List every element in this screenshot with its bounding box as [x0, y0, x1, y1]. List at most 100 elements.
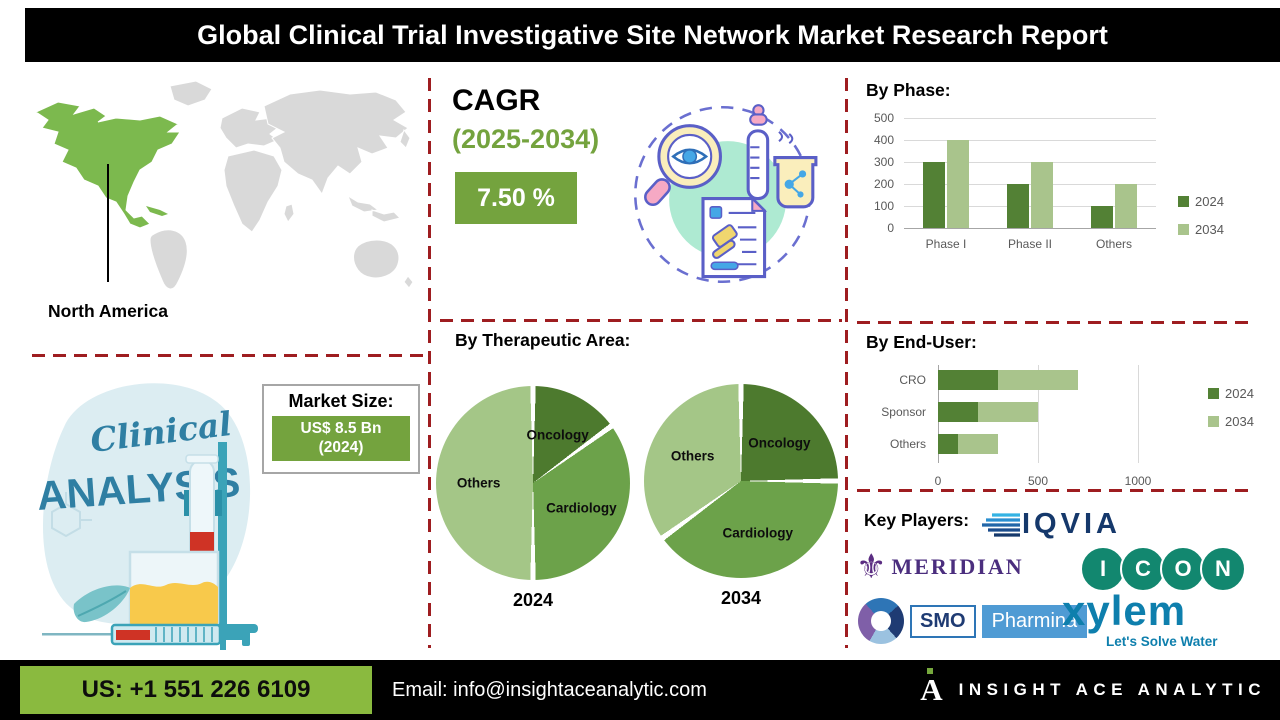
- caribbean-shape: [146, 206, 168, 216]
- legend-label: 2024: [1195, 194, 1224, 209]
- brand-name: INSIGHT ACE ANALYTIC: [958, 680, 1266, 699]
- hbar-Others-2024: [938, 434, 958, 454]
- market-size-amount: US$ 8.5 Bn: [300, 420, 382, 437]
- fleur-de-lis-icon: ⚜: [856, 548, 887, 586]
- region-pointer-line: [107, 164, 109, 282]
- x-cat-label: Phase I: [925, 237, 967, 251]
- phone-box: US: +1 551 226 6109: [20, 666, 372, 714]
- legend-entry-2034: 2034: [1208, 414, 1254, 429]
- market-size-value: US$ 8.5 Bn (2024): [272, 416, 410, 461]
- hbar-CRO-2024: [938, 370, 998, 390]
- hbar-Others-2034: [958, 434, 998, 454]
- divider-middle-column: [440, 319, 842, 322]
- email-text: Email: info@insightaceanalytic.com: [392, 678, 707, 701]
- pie-2024: [436, 386, 630, 580]
- icon-circle: C: [1120, 546, 1166, 592]
- divider-right-bottom: [857, 489, 1249, 492]
- footer-bar: US: +1 551 226 6109 Email: info@insighta…: [0, 660, 1280, 720]
- cagr-value-box: 7.50 %: [455, 172, 577, 224]
- divider-right-top: [857, 321, 1249, 324]
- logo-dot: [927, 668, 934, 674]
- y-tick-label: 300: [873, 155, 894, 169]
- pie-slice-label: Cardiology: [546, 500, 617, 516]
- pie-slice-label: Cardiology: [722, 525, 794, 541]
- therapeutic-pie: Oncology Cardiology Others 2034: [644, 384, 838, 616]
- smo-text: SMO: [910, 604, 976, 638]
- gridline: [904, 184, 1156, 185]
- pie-2034: [644, 384, 838, 578]
- meridian-logo: ⚜ MERIDIAN: [856, 550, 1024, 584]
- document-gavel-icon: [701, 196, 768, 279]
- bar-Phase I-2034: [947, 140, 969, 228]
- iqvia-stripes-icon: [982, 512, 1020, 537]
- icon-circle: I: [1080, 546, 1126, 592]
- molecule-doodle: [51, 492, 92, 538]
- bar-Phase II-2034: [1031, 162, 1053, 228]
- x-cat-label: Others: [1095, 237, 1132, 251]
- legend-swatch: [1178, 224, 1189, 235]
- y-cat-label: CRO: [899, 373, 926, 387]
- y-tick-label: 200: [873, 177, 894, 191]
- hbar-Sponsor-2034: [978, 402, 1038, 422]
- cagr-heading: CAGR: [452, 84, 541, 117]
- sea-islands-shape: [346, 128, 411, 223]
- test-tube-icon: [746, 104, 770, 201]
- beaker-icon: [773, 131, 818, 209]
- bar-Phase II-2024: [1007, 184, 1029, 228]
- gridline: [904, 228, 1156, 229]
- legend-swatch: [1208, 416, 1219, 427]
- y-tick-label: 100: [873, 199, 894, 213]
- legend-entry-2024: 2024: [1208, 386, 1254, 401]
- cagr-value: 7.50 %: [477, 183, 555, 212]
- logo-letter: A: [920, 672, 943, 707]
- legend-label: 2024: [1225, 386, 1254, 401]
- gridline: [1038, 365, 1039, 463]
- y-cat-label: Others: [889, 437, 926, 451]
- gridline: [904, 118, 1156, 119]
- y-tick-label: 0: [887, 221, 894, 235]
- greenland-shape: [169, 80, 213, 107]
- legend-entry-2034: 2034: [1178, 222, 1224, 237]
- xylem-logo: xylem Let's Solve Water: [1062, 587, 1218, 650]
- market-size-box: Market Size: US$ 8.5 Bn (2024): [262, 384, 420, 474]
- gridline: [1138, 365, 1139, 463]
- market-size-label: Market Size:: [288, 391, 394, 411]
- legend-swatch: [1178, 196, 1189, 207]
- australia-shape: [353, 239, 414, 289]
- x-tick-label: 0: [934, 474, 942, 488]
- pie-year-label: 2024: [512, 590, 554, 610]
- asia-shape: [263, 89, 409, 196]
- phone-number: US: +1 551 226 6109: [81, 676, 311, 703]
- pharmina-text: Pharmina: [981, 604, 1088, 638]
- beaker-icon: [128, 550, 220, 630]
- report-title-bar: Global Clinical Trial Investigative Site…: [25, 8, 1280, 62]
- key-players-heading: Key Players:: [864, 510, 970, 530]
- xylem-text: xylem: [1062, 587, 1187, 634]
- iqvia-logo: IQVIA: [982, 508, 1121, 541]
- therapeutic-pie: Oncology Cardiology Others 2024: [436, 386, 630, 618]
- phase-chart: 0 100 200 300 400 500 Phase I Phase II Others 202…: [858, 104, 1278, 274]
- y-tick-label: 500: [873, 111, 894, 125]
- enduser-chart: 0 500 1000 CRO Sponsor Others 2024 2034: [858, 356, 1278, 496]
- region-label: North America: [48, 301, 168, 321]
- pie-slice-label: Others: [456, 475, 501, 491]
- legend-label: 2034: [1195, 222, 1224, 237]
- hbar-CRO-2034: [998, 370, 1078, 390]
- icon-logo: I C O N: [1080, 546, 1246, 592]
- phase-chart-title: By Phase:: [866, 80, 951, 100]
- world-map: [34, 80, 414, 290]
- xylem-tagline: Let's Solve Water: [1106, 634, 1218, 649]
- x-tick-label: 1000: [1124, 474, 1152, 488]
- divider-left-column: [32, 354, 426, 357]
- legend-label: 2034: [1225, 414, 1254, 429]
- divider-vertical-right: [845, 78, 848, 648]
- meridian-text: MERIDIAN: [891, 554, 1024, 579]
- therapeutic-title: By Therapeutic Area:: [455, 330, 631, 350]
- icon-circle: O: [1160, 546, 1206, 592]
- bar-Others-2024: [1091, 206, 1113, 228]
- page-title: Global Clinical Trial Investigative Site…: [197, 19, 1108, 50]
- magnifier-eye-icon: [644, 124, 722, 207]
- cagr-period: (2025-2034): [452, 124, 600, 154]
- gridline: [904, 162, 1156, 163]
